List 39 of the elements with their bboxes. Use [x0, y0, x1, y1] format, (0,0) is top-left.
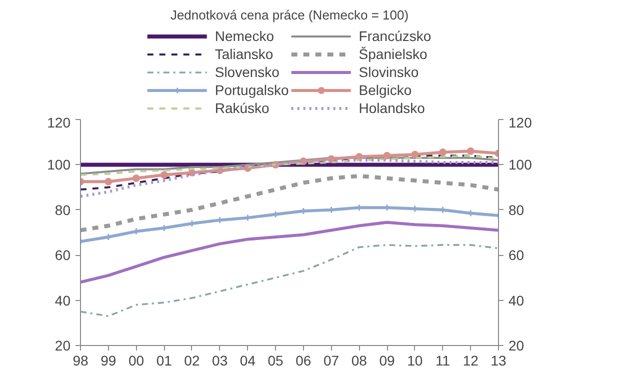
legend-label: Nemecko — [214, 28, 274, 44]
x-tick-label: 05 — [268, 352, 284, 368]
x-tick-label: 09 — [379, 352, 396, 368]
x-tick-label: 01 — [156, 352, 172, 368]
legend-label: Rakúsko — [214, 100, 270, 116]
x-tick-label: 12 — [462, 352, 479, 368]
chart-title: Jednotková cena práce (Nemecko = 100) — [170, 8, 409, 22]
x-tick-label: 00 — [128, 352, 144, 368]
y2-tick-label: 120 — [508, 114, 532, 130]
x-tick-label: 08 — [351, 352, 368, 368]
y2-tick-label: 100 — [508, 156, 532, 173]
y2-tick-label: 40 — [508, 292, 524, 308]
x-tick-label: 02 — [184, 352, 200, 368]
legend-label: Taliansko — [214, 46, 274, 62]
x-tick-label: 99 — [100, 352, 116, 368]
y-tick-label: 60 — [54, 247, 71, 264]
y-tick-label: 120 — [47, 114, 71, 130]
x-tick-label: 13 — [490, 352, 506, 368]
x-tick-label: 03 — [212, 352, 228, 368]
legend-label: Slovinsko — [358, 64, 419, 80]
legend-label: Portugalsko — [214, 82, 289, 98]
legend-label: Holandsko — [358, 100, 425, 116]
y-tick-label: 100 — [47, 156, 71, 173]
legend-label: Slovensko — [214, 64, 280, 80]
y2-tick-label: 60 — [508, 247, 524, 264]
x-tick-label: 06 — [296, 352, 312, 368]
y-tick-label: 80 — [54, 202, 71, 218]
x-tick-label: 10 — [407, 352, 423, 368]
x-tick-label: 07 — [324, 352, 340, 368]
x-tick-label: 11 — [436, 352, 450, 368]
x-tick-label: 98 — [72, 352, 88, 368]
x-tick-label: 04 — [240, 352, 256, 368]
legend-label: Belgicko — [358, 82, 412, 98]
y-tick-label: 40 — [54, 292, 71, 308]
legend-label: Francúzsko — [358, 28, 432, 44]
y-tick-label: 20 — [54, 338, 71, 354]
legend-label: Španielsko — [358, 46, 428, 62]
y2-tick-label: 20 — [508, 338, 524, 354]
y2-tick-label: 80 — [508, 202, 524, 218]
